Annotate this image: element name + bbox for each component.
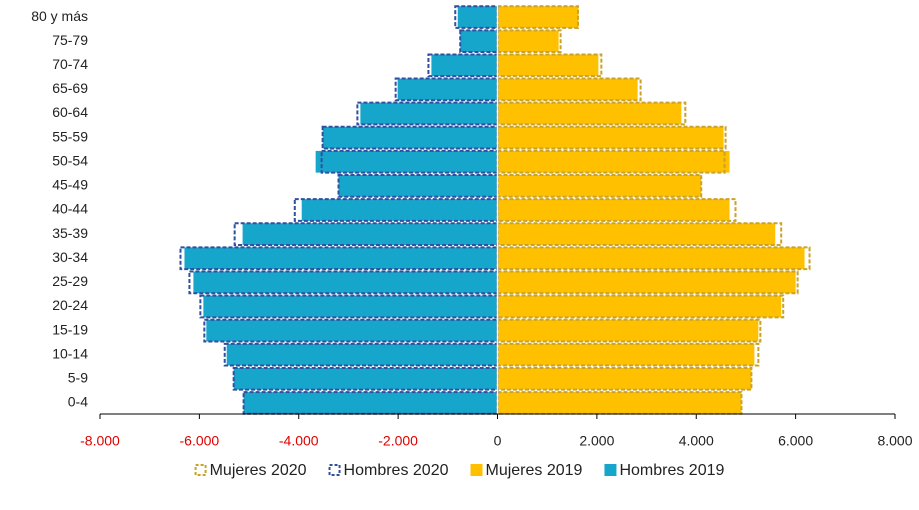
y-tick-label: 45-49 (52, 177, 88, 193)
bar (460, 30, 498, 53)
y-tick-label: 5-9 (68, 370, 88, 386)
bar (184, 247, 498, 270)
bar (233, 367, 498, 390)
bar (431, 54, 498, 77)
bar (322, 126, 498, 149)
bar (397, 78, 498, 101)
legend-swatch (328, 464, 341, 476)
y-tick-label: 20-24 (52, 297, 88, 313)
x-tick-label: 4.000 (679, 433, 714, 449)
bar (497, 343, 755, 366)
bar (497, 175, 702, 197)
bar (497, 199, 730, 221)
bar (497, 150, 730, 173)
legend-swatch (470, 464, 483, 476)
y-tick-label: 0-4 (68, 394, 88, 410)
y-tick-label: 25-29 (52, 273, 88, 289)
y-tick-label: 35-39 (52, 225, 88, 241)
bar (193, 271, 498, 294)
y-tick-label: 60-64 (52, 104, 88, 120)
legend-swatch (194, 464, 207, 476)
bar (203, 318, 499, 343)
y-tick-label: 10-14 (52, 345, 88, 361)
bar (497, 102, 682, 125)
bar (496, 198, 737, 222)
x-tick-label: -8.000 (80, 433, 120, 449)
y-tick-label: 70-74 (52, 56, 88, 72)
y-tick-label: 15-19 (52, 321, 88, 337)
bar (497, 319, 759, 342)
bar (243, 392, 498, 414)
bar (206, 319, 498, 342)
y-tick-label: 30-34 (52, 249, 88, 265)
bar (454, 5, 499, 29)
bar (497, 367, 752, 390)
bar (497, 78, 638, 101)
bar (315, 150, 498, 173)
bar (497, 6, 579, 28)
y-tick-label: 40-44 (52, 201, 88, 217)
legend-label: Hombres 2020 (344, 462, 449, 479)
bar (497, 30, 559, 53)
bar (457, 6, 498, 28)
x-tick-label: 6.000 (778, 433, 813, 449)
bar (203, 295, 498, 318)
y-tick-label: 65-69 (52, 80, 88, 96)
bar (360, 102, 498, 125)
y-tick-label: 75-79 (52, 32, 88, 48)
bar (497, 271, 796, 294)
x-tick-label: -6.000 (180, 433, 220, 449)
legend-label: Mujeres 2019 (486, 462, 583, 479)
bar (497, 126, 724, 149)
bar (497, 295, 782, 318)
x-tick-label: 0 (494, 433, 502, 449)
legend-label: Mujeres 2020 (210, 462, 307, 479)
bar (301, 199, 498, 221)
bar (497, 247, 805, 270)
bar (496, 222, 783, 246)
bar (497, 223, 776, 245)
bar (242, 223, 498, 245)
bar (394, 77, 499, 102)
x-tick-label: 8.000 (877, 433, 912, 449)
bar (226, 343, 498, 366)
y-tick-label: 55-59 (52, 128, 88, 144)
x-tick-label: 2.000 (579, 433, 614, 449)
y-tick-label: 50-54 (52, 152, 88, 168)
x-tick-label: -4.000 (279, 433, 319, 449)
y-tick-label: 80 y más (31, 8, 88, 24)
bar (321, 125, 499, 150)
bar (232, 366, 499, 391)
bar (497, 392, 742, 414)
legend-swatch (604, 464, 617, 476)
legend: Mujeres 2020 Hombres 2020 Mujeres 2019 Homb… (194, 462, 725, 479)
bar (497, 54, 599, 77)
bar (338, 175, 498, 197)
x-tick-label: -2.000 (378, 433, 418, 449)
legend-label: Hombres 2019 (619, 462, 724, 479)
